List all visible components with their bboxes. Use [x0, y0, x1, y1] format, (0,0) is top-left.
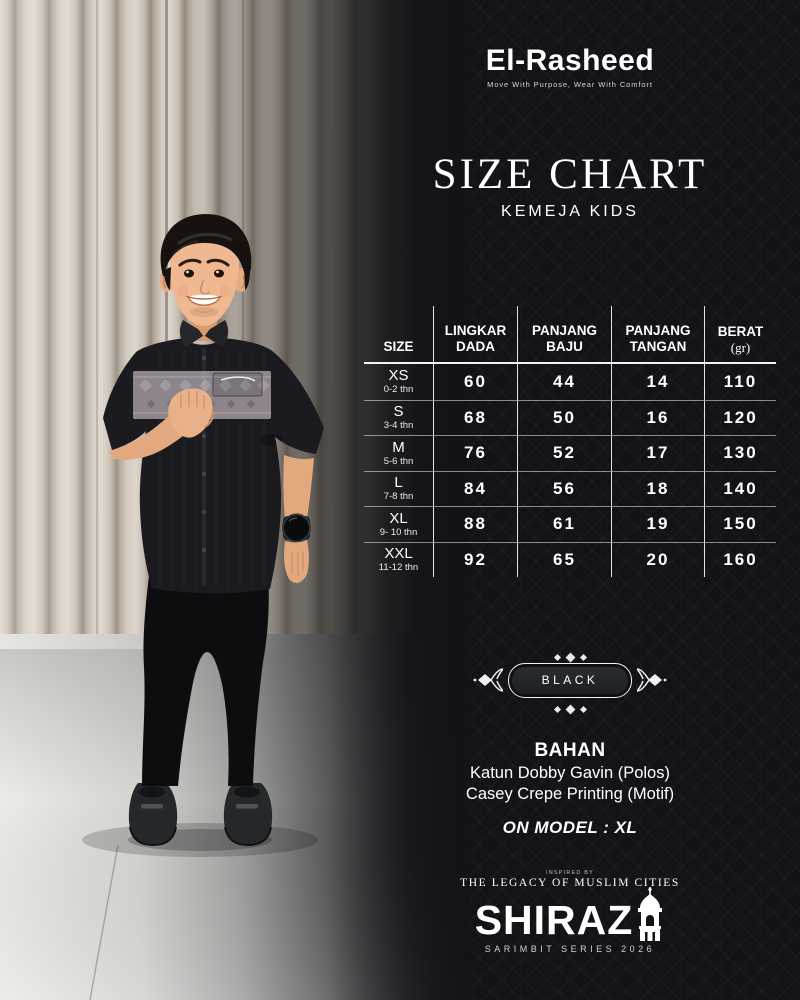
table-row-size-label: XS 0-2 thn	[364, 364, 433, 400]
header-label: BAJU	[546, 339, 583, 355]
size-table: SIZE LINGKAR DADA PANJANG BAJU PANJANG T…	[364, 306, 776, 577]
table-cell: 17	[611, 435, 704, 471]
size-label: M	[392, 438, 405, 456]
table-cell: 88	[433, 506, 517, 542]
color-badge-label: BLACK	[541, 673, 599, 687]
table-cell: 56	[517, 470, 611, 506]
color-badge: BLACK	[508, 662, 632, 698]
age-label: 0-2 thn	[383, 384, 414, 396]
table-header-lingkar-dada: LINGKAR DADA	[433, 306, 517, 364]
brand-tagline: Move With Purpose, Wear With Comfort	[487, 80, 653, 89]
material-line: Katun Dobby Gavin (Polos)	[470, 764, 670, 782]
table-cell: 18	[611, 470, 704, 506]
table-cell: 84	[433, 470, 517, 506]
table-cell: 160	[704, 541, 776, 577]
page-title: SIZE CHART	[432, 151, 708, 198]
flourish-right-icon	[637, 668, 667, 692]
series-logo-block: INSPIRED BY THE LEGACY OF MUSLIM CITIES …	[420, 870, 720, 954]
color-badge-row: BLACK	[420, 662, 720, 698]
header-label: PANJANG	[531, 323, 597, 339]
size-label: S	[393, 403, 404, 421]
series-subtitle: SARIMBIT SERIES 2026	[484, 944, 656, 954]
table-row-size-label: M 5-6 thn	[364, 435, 433, 471]
flourish-left-icon	[473, 668, 503, 692]
header-label: DADA	[456, 339, 495, 355]
table-cell: 76	[433, 435, 517, 471]
age-label: 7-8 thn	[383, 491, 414, 503]
material-section: BAHAN Katun Dobby Gavin (Polos) Casey Cr…	[400, 740, 740, 804]
table-cell: 44	[517, 364, 611, 400]
brand-logo: El-Rasheed	[485, 44, 655, 77]
table-cell: 20	[611, 541, 704, 577]
header-unit: (gr)	[730, 339, 751, 355]
minaret-icon	[638, 887, 663, 941]
table-cell: 68	[433, 399, 517, 435]
table-cell: 130	[704, 435, 776, 471]
header-label: TANGAN	[629, 339, 687, 355]
photo-edge-fade	[0, 0, 470, 1000]
age-label: 5-6 thn	[383, 455, 414, 467]
size-label: XS	[388, 367, 409, 385]
table-cell: 120	[704, 399, 776, 435]
series-inspired-label: INSPIRED BY	[545, 870, 595, 876]
table-cell: 50	[517, 399, 611, 435]
table-header-panjang-baju: PANJANG BAJU	[517, 306, 611, 364]
table-row-size-label: XL 9- 10 thn	[364, 506, 433, 542]
title-block: SIZE CHART KEMEJA KIDS	[400, 150, 740, 221]
ornament-sprig-bottom	[538, 704, 602, 715]
page-subtitle: KEMEJA KIDS	[501, 203, 639, 220]
size-label: XL	[389, 509, 408, 527]
brand-header: El-Rasheed Move With Purpose, Wear With …	[420, 44, 720, 89]
size-label: XXL	[384, 545, 413, 563]
header-label: LINGKAR	[444, 323, 507, 339]
material-line: Casey Crepe Printing (Motif)	[465, 785, 675, 803]
size-label: L	[394, 474, 403, 492]
table-cell: 110	[704, 364, 776, 400]
table-cell: 92	[433, 541, 517, 577]
series-legacy-label: THE LEGACY OF MUSLIM CITIES	[460, 877, 680, 889]
on-model-note: ON MODEL : XL	[502, 818, 638, 837]
header-label: SIZE	[383, 339, 414, 355]
series-name-row: SHIRAZ	[420, 887, 720, 941]
table-cell: 150	[704, 506, 776, 542]
table-row-size-label: XXL 11-12 thn	[364, 541, 433, 578]
table-cell: 61	[517, 506, 611, 542]
table-cell: 60	[433, 364, 517, 400]
age-label: 3-4 thn	[383, 420, 414, 432]
table-cell: 19	[611, 506, 704, 542]
table-header-size: SIZE	[364, 306, 433, 364]
table-header-berat: BERAT (gr)	[704, 306, 776, 364]
header-label: BERAT	[717, 323, 764, 339]
table-cell: 52	[517, 435, 611, 471]
header-label: PANJANG	[625, 323, 691, 339]
table-row-size-label: L 7-8 thn	[364, 470, 433, 507]
table-cell: 65	[517, 541, 611, 577]
material-heading: BAHAN	[534, 740, 606, 761]
table-cell: 14	[611, 364, 704, 400]
model-photo	[0, 0, 470, 1000]
table-header-panjang-tangan: PANJANG TANGAN	[611, 306, 704, 364]
series-name: SHIRAZ	[474, 897, 634, 943]
table-row-size-label: S 3-4 thn	[364, 399, 433, 436]
table-cell: 16	[611, 399, 704, 435]
age-label: 11-12 thn	[378, 562, 419, 574]
table-cell: 140	[704, 470, 776, 506]
age-label: 9- 10 thn	[379, 526, 418, 538]
